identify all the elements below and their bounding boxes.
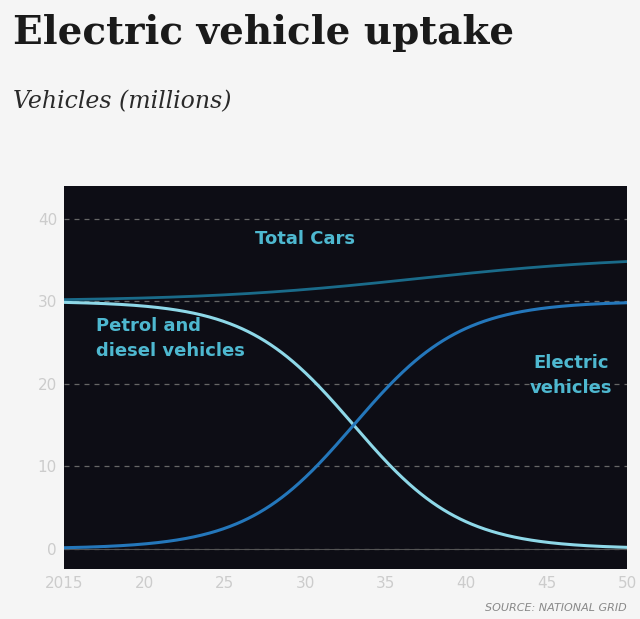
Text: Vehicles (millions): Vehicles (millions) (13, 90, 231, 113)
Text: SOURCE: NATIONAL GRID: SOURCE: NATIONAL GRID (486, 603, 627, 613)
Text: Total Cars: Total Cars (255, 230, 355, 248)
Text: Petrol and
diesel vehicles: Petrol and diesel vehicles (96, 317, 245, 360)
Text: Electric vehicle uptake: Electric vehicle uptake (13, 14, 514, 52)
Text: Electric
vehicles: Electric vehicles (530, 354, 612, 397)
